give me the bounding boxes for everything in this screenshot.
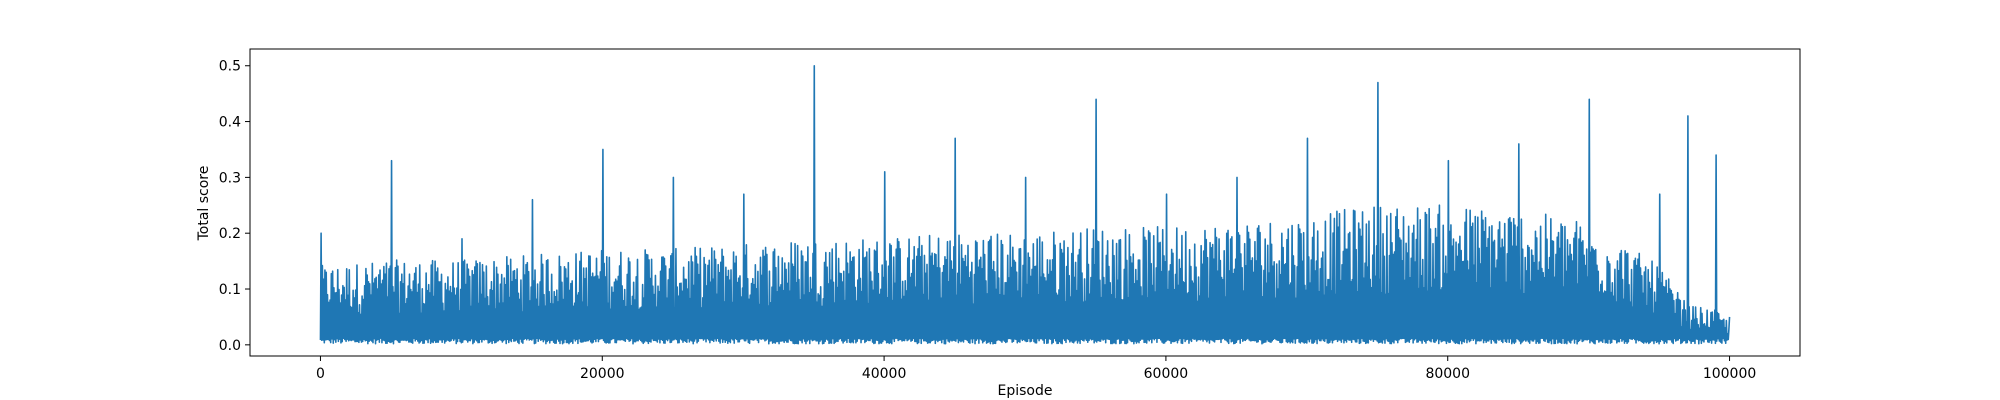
y-tick-label: 0.0: [219, 338, 241, 354]
plot-frame: [249, 48, 1801, 357]
y-tick-label: 0.3: [219, 170, 241, 186]
x-tick-label: 0: [316, 366, 325, 382]
series-line-0: [319, 64, 1731, 345]
y-tick-label: 0.5: [219, 59, 241, 75]
x-tick-label: 20000: [580, 366, 625, 382]
x-tick-label: 60000: [1144, 366, 1189, 382]
y-tick-label: 0.2: [219, 226, 241, 242]
x-tick-label: 100000: [1703, 366, 1756, 382]
series-layer: [319, 64, 1731, 345]
y-axis-label: Total score: [196, 166, 212, 242]
x-axis-label: Episode: [998, 383, 1053, 399]
ticks-layer: 0 20000 40000 60000 80000 100000 0.0 0.1 0.2 0.3 0…: [219, 59, 1757, 382]
x-tick-label: 40000: [862, 366, 907, 382]
x-tick-label: 80000: [1425, 366, 1470, 382]
y-tick-label: 0.4: [219, 115, 241, 131]
y-tick-label: 0.1: [219, 282, 241, 298]
